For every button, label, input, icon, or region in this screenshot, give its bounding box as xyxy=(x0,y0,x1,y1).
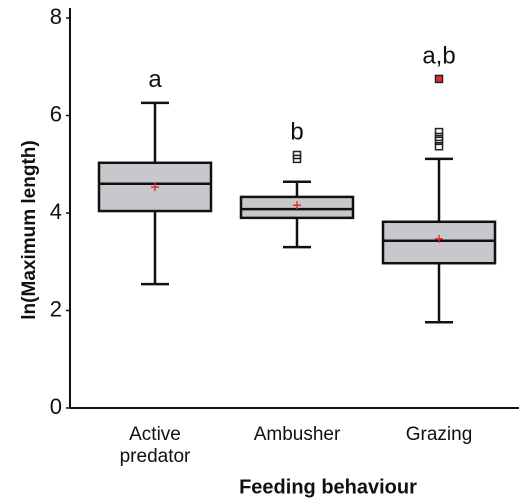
significance-letter: a,b xyxy=(422,42,455,69)
outlier xyxy=(292,150,302,160)
outlier xyxy=(434,127,444,137)
x-tick-label: Ambusher xyxy=(253,424,341,445)
mean-marker xyxy=(435,234,443,243)
y-tick-label: 8 xyxy=(50,4,62,29)
y-tick-label: 2 xyxy=(50,296,62,321)
outlier xyxy=(434,141,444,151)
y-axis-label: ln(Maximum length) xyxy=(19,140,40,319)
outlier xyxy=(434,132,444,142)
x-tick-label: Active predator xyxy=(119,424,191,467)
y-tick-label: 6 xyxy=(50,101,62,126)
y-tick-label: 4 xyxy=(50,199,62,224)
mean-marker xyxy=(151,183,159,192)
y-tick-label: 0 xyxy=(50,394,62,419)
significance-letter: b xyxy=(290,118,303,145)
significance-letter: a xyxy=(148,66,162,93)
mean-marker xyxy=(293,201,301,210)
x-axis-label: Feeding behaviour xyxy=(239,476,417,498)
outlier xyxy=(434,74,444,84)
x-tick-label: Grazing xyxy=(405,424,473,445)
